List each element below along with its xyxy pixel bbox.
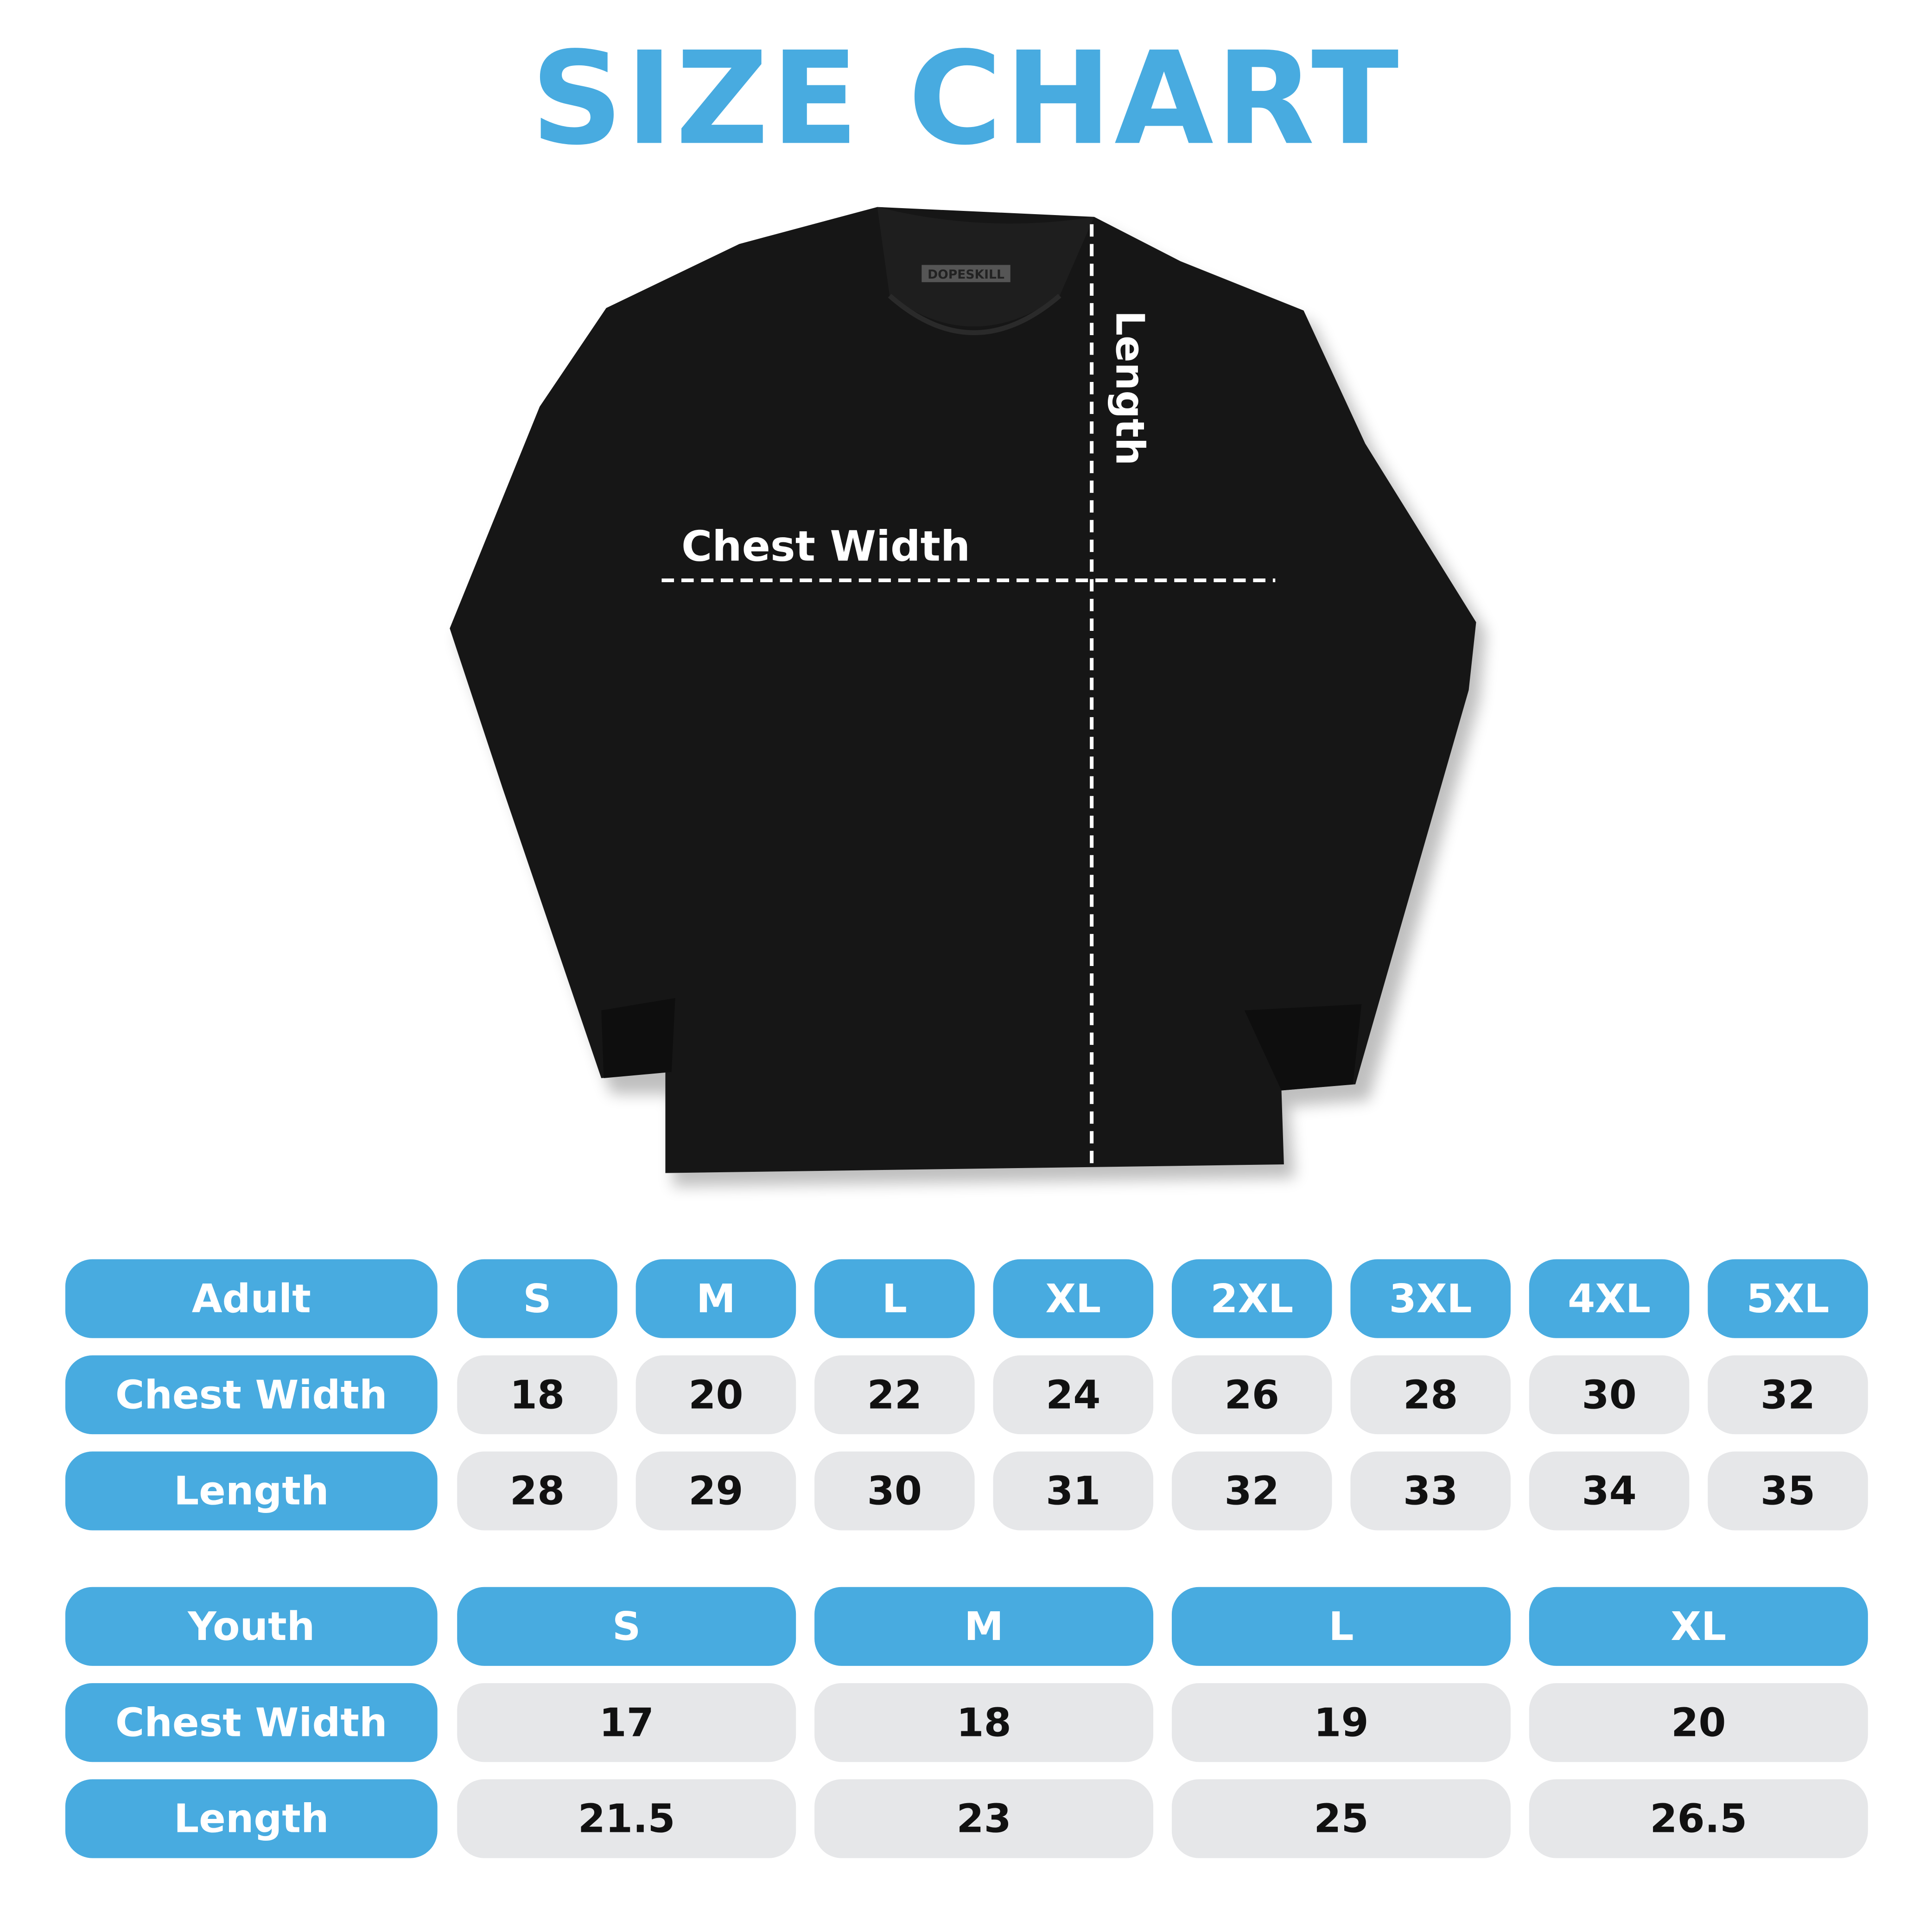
youth-size-l: L [1171, 1587, 1511, 1666]
adult-size-s: S [457, 1259, 617, 1338]
youth-value-cell: 23 [814, 1779, 1154, 1858]
adult-size-3xl: 3XL [1350, 1259, 1511, 1338]
youth-row-label: Chest Width [65, 1683, 438, 1762]
adult-row-label: Length [65, 1451, 438, 1531]
adult-value-cell: 28 [457, 1451, 617, 1531]
adult-size-2xl: 2XL [1171, 1259, 1332, 1338]
youth-size-xl: XL [1529, 1587, 1868, 1666]
adult-value-cell: 35 [1708, 1451, 1868, 1531]
adult-value-cell: 32 [1708, 1355, 1868, 1435]
youth-row-label: Length [65, 1779, 438, 1858]
adult-value-cell: 33 [1350, 1451, 1511, 1531]
adult-value-cell: 34 [1529, 1451, 1690, 1531]
adult-value-cell: 32 [1171, 1451, 1332, 1531]
adult-size-5xl: 5XL [1708, 1259, 1868, 1338]
youth-value-cell: 26.5 [1529, 1779, 1868, 1858]
adult-size-xl: XL [993, 1259, 1154, 1338]
adult-value-cell: 18 [457, 1355, 617, 1435]
page-title: SIZE CHART [531, 23, 1401, 174]
adult-size-m: M [636, 1259, 796, 1338]
adult-row-label: Chest Width [65, 1355, 438, 1435]
shirt-image: DOPESKILL Chest Width Length [450, 207, 1486, 1187]
adult-value-cell: 31 [993, 1451, 1154, 1531]
adult-size-l: L [814, 1259, 975, 1338]
adult-header-label: Adult [65, 1259, 438, 1338]
adult-value-cell: 24 [993, 1355, 1154, 1435]
chest-width-label: Chest Width [681, 522, 970, 571]
adult-value-cell: 28 [1350, 1355, 1511, 1435]
brand-tag-text: DOPESKILL [928, 267, 1004, 282]
youth-value-cell: 25 [1171, 1779, 1511, 1858]
shirt-body [450, 207, 1476, 1173]
length-label: Length [1106, 311, 1152, 466]
youth-size-m: M [814, 1587, 1154, 1666]
adult-value-cell: 20 [636, 1355, 796, 1435]
brand-tag [922, 265, 1010, 282]
adult-value-cell: 30 [1529, 1355, 1690, 1435]
adult-value-cell: 26 [1171, 1355, 1332, 1435]
youth-value-cell: 17 [457, 1683, 796, 1762]
youth-value-cell: 21.5 [457, 1779, 796, 1858]
adult-value-cell: 30 [814, 1451, 975, 1531]
youth-header-label: Youth [65, 1587, 438, 1666]
youth-value-cell: 19 [1171, 1683, 1511, 1762]
youth-size-s: S [457, 1587, 796, 1666]
adult-size-4xl: 4XL [1529, 1259, 1690, 1338]
adult-value-cell: 29 [636, 1451, 796, 1531]
adult-value-cell: 22 [814, 1355, 975, 1435]
youth-value-cell: 20 [1529, 1683, 1868, 1762]
youth-value-cell: 18 [814, 1683, 1154, 1762]
